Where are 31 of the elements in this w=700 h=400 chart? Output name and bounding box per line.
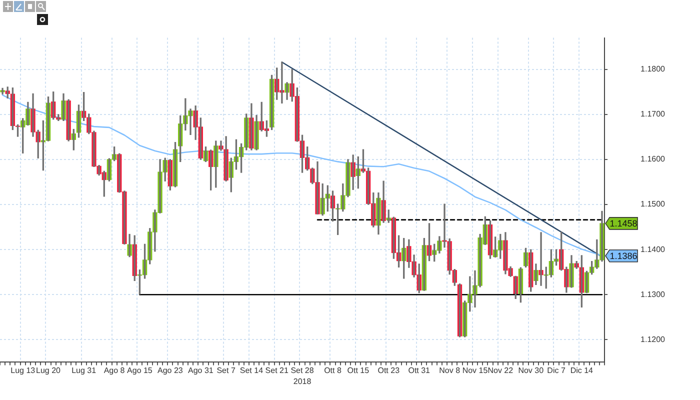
x-tick-label: Ott 31 xyxy=(408,366,431,376)
x-tick-label: Nov 30 xyxy=(518,366,544,376)
y-tick-label: 1.1200 xyxy=(640,334,666,344)
x-tick-label: Ago 8 xyxy=(104,366,126,376)
x-axis-title: 2018 xyxy=(293,376,312,386)
x-tick-label: Nov 22 xyxy=(488,366,514,376)
x-tick-label: Nov 15 xyxy=(462,366,488,376)
x-tick-label: Lug 13 xyxy=(10,366,36,376)
text: 1.1458 xyxy=(610,218,638,228)
y-tick-label: 1.1800 xyxy=(640,64,666,74)
y-tick-label: 1.1700 xyxy=(640,110,666,119)
data-label: 1.1386 xyxy=(610,250,638,261)
x-tick-label: Ago 15 xyxy=(127,366,153,376)
x-tick-label: Lug 20 xyxy=(36,366,62,376)
x-tick-label: Ott 23 xyxy=(378,366,400,376)
x-tick-label: Set 21 xyxy=(265,366,289,376)
y-tick-label: 1.1400 xyxy=(640,244,666,254)
x-tick-label: Ago 23 xyxy=(158,366,184,376)
y-tick-label: 1.1600 xyxy=(640,154,666,164)
x-tick-label: Set 28 xyxy=(290,366,314,376)
x-tick-label: Nov 8 xyxy=(439,366,461,376)
y-tick-label: 1.1500 xyxy=(640,200,666,209)
x-tick-label: Ott 15 xyxy=(347,366,370,376)
x-tick-label: Lug 31 xyxy=(72,366,97,376)
x-tick-label: Ago 31 xyxy=(188,366,214,376)
y-tick-label: 1.1300 xyxy=(640,290,666,299)
x-tick-label: Set 7 xyxy=(216,366,236,376)
x-tick-label: Dic 7 xyxy=(547,366,566,376)
x-tick-label: Ott 8 xyxy=(324,366,342,376)
x-tick-label: Set 14 xyxy=(240,366,264,376)
x-tick-label: Dic 14 xyxy=(570,366,594,376)
